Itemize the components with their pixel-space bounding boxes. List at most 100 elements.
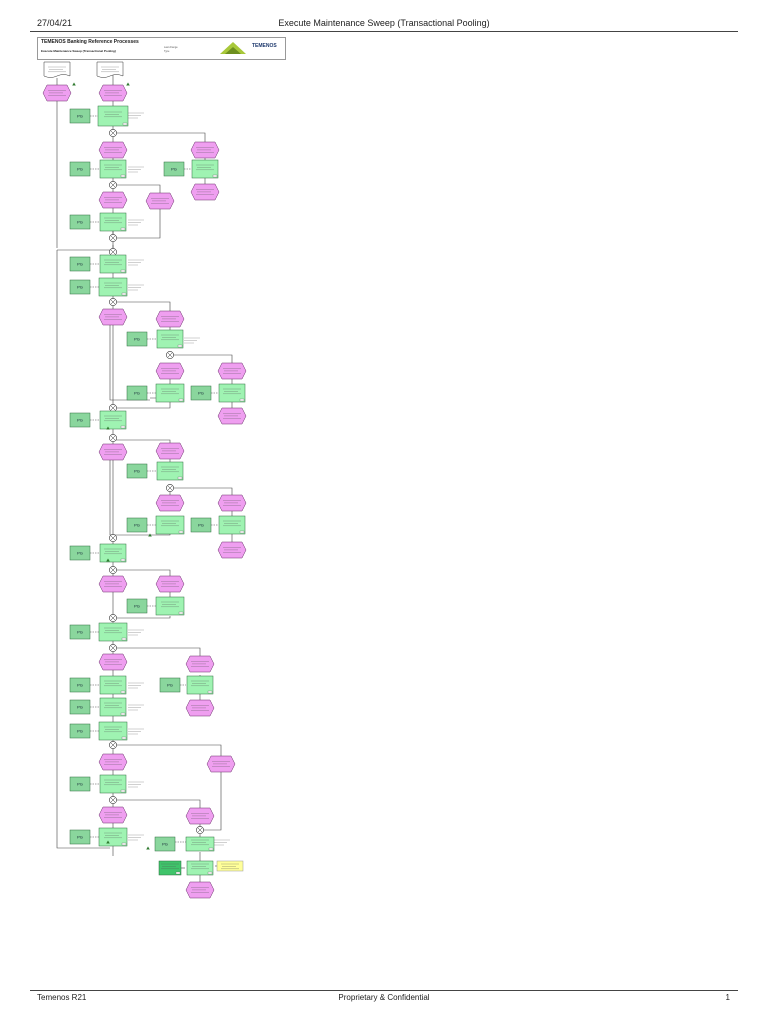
event-node — [217, 494, 247, 512]
event-node — [190, 141, 220, 159]
function-node — [186, 860, 214, 876]
role-node: PG — [69, 108, 91, 124]
annotation-text — [128, 781, 144, 788]
text-strokes — [196, 189, 214, 195]
type-label: Type — [164, 50, 170, 53]
process-shapes: PG PG PG PG PG PG PG PG PG PG PG PG PG PG PG PG PG PG PG PG… — [42, 61, 247, 899]
function-node — [156, 329, 184, 349]
text-strokes — [161, 448, 179, 454]
gateway-node — [109, 129, 117, 137]
event-node — [98, 806, 128, 824]
function-node — [158, 860, 182, 876]
text-strokes — [196, 164, 214, 171]
function-node — [98, 827, 128, 847]
annotation-text — [128, 682, 144, 689]
function-node — [98, 622, 128, 642]
role-label: PG — [77, 285, 83, 290]
event-node — [206, 755, 236, 773]
gateway-node — [109, 614, 117, 622]
role-label: PG — [171, 167, 177, 172]
role-node: PG — [69, 545, 91, 561]
text-strokes — [104, 702, 122, 709]
event-node — [155, 442, 185, 460]
text-strokes — [104, 548, 122, 555]
role-node: PG — [69, 624, 91, 640]
role-node: PG — [69, 256, 91, 272]
text-strokes — [104, 259, 122, 266]
event-node — [217, 362, 247, 380]
gateway-node — [109, 248, 117, 256]
document-node — [43, 61, 71, 78]
annotation-text — [128, 629, 144, 636]
function-node — [156, 461, 184, 481]
role-node: PG — [126, 463, 148, 479]
text-strokes — [161, 863, 179, 870]
header-rule — [30, 31, 738, 32]
role-label: PG — [134, 469, 140, 474]
role-label: PG — [77, 782, 83, 787]
gateway-node — [109, 181, 117, 189]
triangle-marker — [72, 82, 76, 86]
role-node: PG — [69, 279, 91, 295]
text-strokes — [191, 813, 209, 819]
function-node — [99, 254, 127, 274]
page-footer: Temenos R21 Proprietary & Confidential 1 — [0, 990, 768, 1024]
text-strokes — [104, 726, 122, 733]
gateway-node — [109, 796, 117, 804]
annotation-text — [128, 728, 144, 735]
event-node — [98, 653, 128, 671]
annotation-text — [128, 259, 144, 266]
text-strokes — [212, 761, 230, 767]
page-header: 27/04/21 Execute Maintenance Sweep (Tran… — [0, 0, 768, 32]
footer-center: Proprietary & Confidential — [338, 993, 430, 1002]
role-label: PG — [77, 729, 83, 734]
text-strokes — [101, 66, 119, 73]
text-strokes — [221, 863, 239, 870]
text-strokes — [104, 164, 122, 171]
role-node: PG — [126, 385, 148, 401]
role-label: PG — [162, 842, 168, 847]
role-label: PG — [167, 683, 173, 688]
role-label: PG — [134, 391, 140, 396]
event-node — [42, 84, 72, 102]
event-node — [217, 407, 247, 425]
triangle-marker — [106, 426, 110, 430]
function-node — [99, 410, 127, 430]
gateway-node — [109, 644, 117, 652]
text-strokes — [161, 388, 179, 395]
text-strokes — [161, 581, 179, 587]
event-node — [145, 192, 175, 210]
gateway-node — [109, 534, 117, 542]
event-node — [185, 881, 215, 899]
text-strokes — [223, 413, 241, 419]
text-strokes — [104, 581, 122, 587]
role-node: PG — [69, 829, 91, 845]
text-strokes — [161, 368, 179, 374]
text-strokes — [48, 66, 66, 73]
role-node: PG — [69, 677, 91, 693]
gateway-node — [166, 484, 174, 492]
role-label: PG — [77, 262, 83, 267]
text-strokes — [191, 705, 209, 711]
connector-line — [56, 250, 110, 849]
role-label: PG — [134, 337, 140, 342]
event-node — [190, 183, 220, 201]
role-label: PG — [77, 835, 83, 840]
function-node — [99, 774, 127, 794]
function-node — [191, 159, 219, 179]
role-label: PG — [77, 705, 83, 710]
function-node — [155, 383, 185, 403]
text-strokes — [104, 449, 122, 455]
role-node: PG — [190, 517, 212, 533]
title-banner: TEMENOS Banking Reference Processes Exec… — [37, 37, 286, 60]
event-node — [185, 655, 215, 673]
function-node — [98, 721, 128, 741]
text-strokes — [104, 217, 122, 224]
connector-line — [200, 771, 222, 831]
function-node — [99, 697, 127, 717]
text-strokes — [161, 466, 179, 473]
text-strokes — [191, 863, 209, 870]
function-node — [99, 543, 127, 563]
text-strokes — [161, 601, 179, 608]
